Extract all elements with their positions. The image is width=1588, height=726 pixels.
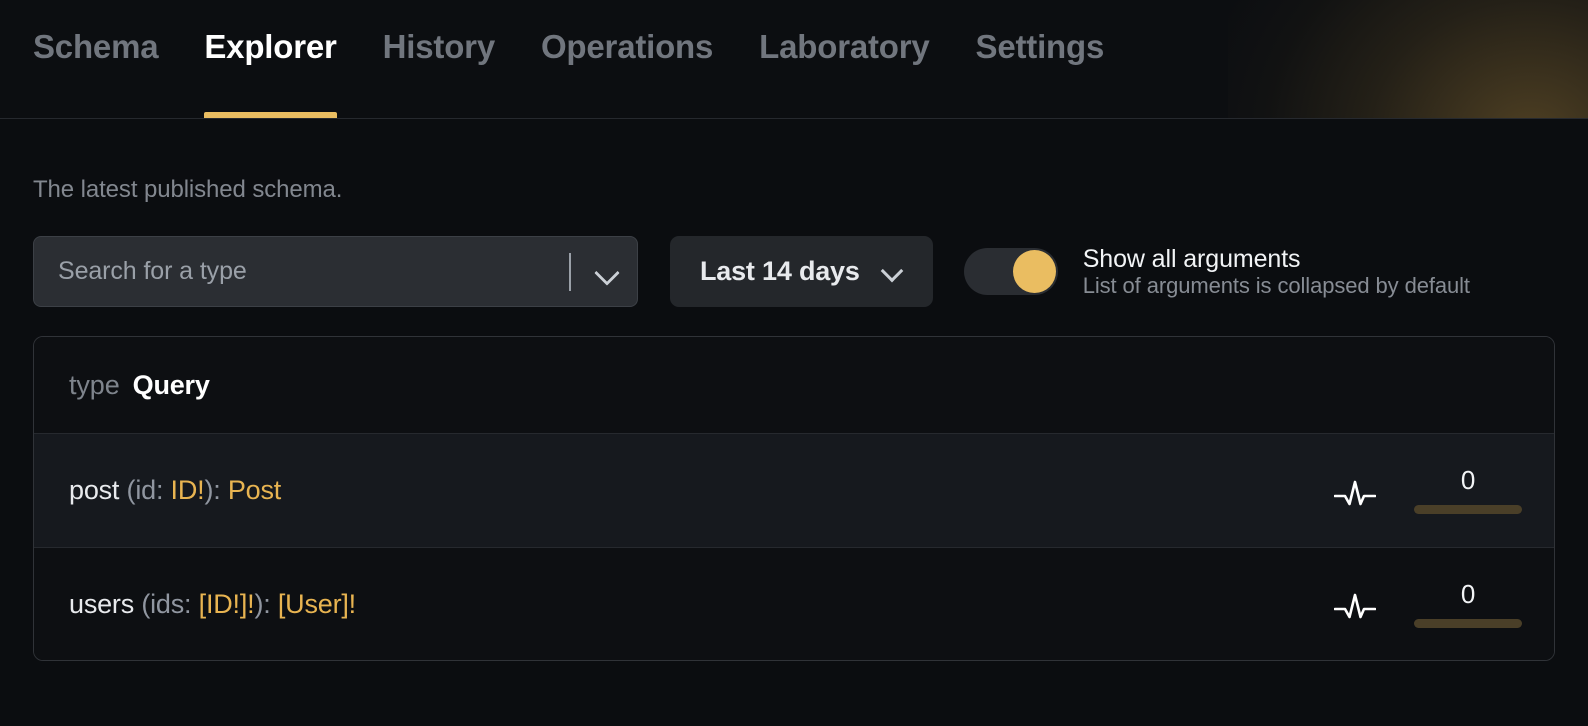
type-name: Query: [132, 369, 210, 400]
chevron-down-icon: [882, 261, 903, 282]
field-arg-open: (ids:: [134, 588, 199, 619]
activity-pulse-icon: [1334, 480, 1376, 505]
toggle-knob: [1012, 250, 1056, 293]
schema-type-header: type Query: [34, 337, 1554, 434]
toggle-title: Show all arguments: [1082, 244, 1301, 273]
field-return-type[interactable]: [User]!: [277, 588, 356, 619]
field-arg-close: ): [204, 475, 214, 505]
app-header: Schema Explorer History Operations Labor…: [0, 0, 1588, 119]
field-name: post: [69, 475, 120, 505]
field-arg-close: ): [254, 588, 264, 619]
show-all-arguments-control: Show all arguments List of arguments is …: [963, 245, 1470, 299]
field-metric-bar: [1414, 505, 1522, 514]
toggle-text-block: Show all arguments List of arguments is …: [1083, 245, 1470, 299]
controls-row: Search for a type Last 14 days Show all …: [33, 236, 1555, 307]
toggle-subtitle: List of arguments is collapsed by defaul…: [1082, 272, 1470, 298]
field-arg-type[interactable]: [ID!]!: [198, 588, 255, 619]
field-metric-column: 0: [1414, 467, 1522, 514]
tab-operations-label: Operations: [540, 28, 714, 65]
field-metric-column: 0: [1414, 581, 1522, 628]
field-metrics: 0: [1334, 467, 1522, 514]
field-metric-bar: [1414, 618, 1522, 628]
tab-settings-label: Settings: [975, 28, 1105, 65]
period-select-button[interactable]: Last 14 days: [670, 236, 933, 307]
field-signature: users (ids: [ID!]!): [User]!: [69, 589, 1334, 620]
tab-operations[interactable]: Operations: [541, 0, 713, 118]
page-body: The latest published schema. Search for …: [0, 176, 1588, 661]
period-select-label: Last 14 days: [700, 256, 860, 286]
field-metrics: 0: [1334, 581, 1522, 628]
page-subtitle: The latest published schema.: [33, 176, 343, 203]
tab-laboratory[interactable]: Laboratory: [759, 0, 930, 118]
tab-schema-label: Schema: [33, 28, 159, 65]
show-all-arguments-toggle[interactable]: [963, 248, 1058, 295]
activity-pulse-icon: [1334, 593, 1376, 619]
chevron-down-icon[interactable]: [595, 260, 619, 284]
field-metric-value: 0: [1460, 578, 1476, 609]
search-placeholder-text: Search for a type: [58, 257, 247, 285]
tab-schema[interactable]: Schema: [33, 0, 159, 118]
field-name: users: [69, 588, 135, 619]
tab-explorer-label: Explorer: [204, 28, 337, 65]
main-tab-bar: Schema Explorer History Operations Labor…: [0, 0, 1588, 118]
type-keyword: type: [69, 369, 120, 400]
schema-field-row[interactable]: users (ids: [ID!]!): [User]! 0: [34, 547, 1554, 660]
field-colon: :: [213, 475, 228, 505]
schema-type-card: type Query post (id: ID!): Post 0 users …: [33, 336, 1555, 661]
field-colon: :: [263, 588, 278, 619]
tab-explorer[interactable]: Explorer: [204, 0, 337, 118]
tab-settings[interactable]: Settings: [976, 0, 1105, 118]
tab-history-label: History: [382, 28, 495, 65]
schema-field-row[interactable]: post (id: ID!): Post 0: [34, 434, 1554, 547]
field-return-type[interactable]: Post: [227, 475, 282, 505]
field-arg-open: (id:: [119, 475, 171, 505]
search-divider: [569, 252, 571, 291]
field-metric-value: 0: [1460, 465, 1476, 495]
search-input[interactable]: Search for a type: [33, 236, 638, 307]
tab-laboratory-label: Laboratory: [759, 28, 930, 65]
field-signature: post (id: ID!): Post: [69, 475, 1334, 506]
tab-history[interactable]: History: [383, 0, 495, 118]
field-arg-type[interactable]: ID!: [170, 475, 205, 505]
